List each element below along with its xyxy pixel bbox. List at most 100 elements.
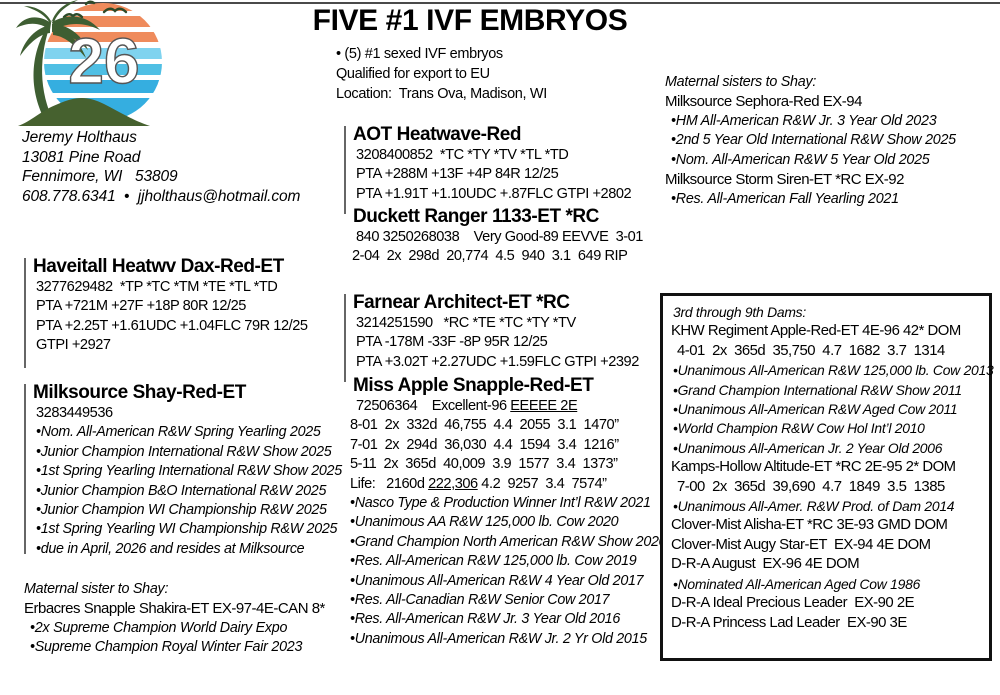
- left-sister-intro: Maternal sister to Shay:: [24, 581, 169, 597]
- sister-award: •2nd 5 Year Old International R&W Show 2…: [671, 132, 956, 149]
- lot-desc-line-3: Location: Trans Ova, Madison, WI: [336, 86, 547, 102]
- dam-name: Clover-Mist Augy Star-ET EX-94 4E DOM: [671, 536, 931, 553]
- dam-award: •Grand Champion International R&W Show 2…: [673, 381, 962, 398]
- left-dam-award: •Junior Champion International R&W Show …: [36, 443, 332, 460]
- island-hill: [18, 98, 150, 126]
- left-dam-name: Milksource Shay-Red-ET: [33, 382, 246, 403]
- left-dam-id: 3283449536: [36, 405, 113, 421]
- center-dam2-id-line: 72506364 Excellent-96 EEEEE 2E: [344, 397, 684, 416]
- left-dam-award: •due in April, 2026 and resides at Milks…: [36, 540, 305, 557]
- consignor-contact: Jeremy Holthaus 13081 Pine Road Fennimor…: [22, 128, 322, 206]
- left-dam-award: •Nom. All-American R&W Spring Yearling 2…: [36, 424, 321, 441]
- center-dam2-award: •Unanimous AA R&W 125,000 lb. Cow 2020: [350, 514, 619, 531]
- center-dam2-id: 72506364 Excellent-96: [356, 398, 511, 414]
- sister-award: •Res. All-American Fall Yearling 2021: [671, 190, 899, 207]
- left-dam-award: •1st Spring Yearling International R&W S…: [36, 463, 342, 480]
- ancestral-dams-content: 3rd through 9th Dams: KHW Regiment Apple…: [663, 296, 994, 633]
- sister-name-storm-siren: Milksource Storm Siren-ET *RC EX-92: [665, 171, 904, 189]
- left-dam-award: •Junior Champion WI Championship R&W 202…: [36, 502, 327, 519]
- consignor-name: Jeremy Holthaus: [22, 129, 137, 146]
- center-sire1-block: AOT Heatwave-Red 3208400852 *TC *TY *TV …: [344, 124, 664, 214]
- dam-award: •Unanimous All-American R&W Aged Cow 201…: [673, 401, 958, 418]
- consignor-phone-email: 608.778.6341 • jjholthaus@hotmail.com: [22, 187, 301, 205]
- center-dam2-record: 5-11 2x 365d 40,009 3.9 1577 3.4 1373”: [350, 456, 618, 473]
- life-total-milk: 222,306: [428, 475, 478, 492]
- left-sire-line: PTA +2.25T +1.61UDC +1.04FLC 79R 12/25: [36, 317, 308, 334]
- center-sire2-name: Farnear Architect-ET *RC: [353, 292, 570, 313]
- center-dam1-line: 840 3250268038 Very Good-89 EEVVE 3-01: [356, 229, 643, 245]
- dam-name: D-R-A Ideal Precious Leader EX-90 2E: [671, 595, 915, 612]
- lot-number-text: 26: [68, 25, 139, 97]
- consignor-street: 13081 Pine Road: [22, 148, 141, 166]
- life-pre: Life: 2160d: [350, 475, 429, 492]
- center-dam2-award: •Unanimous All-American R&W Jr. 2 Yr Old…: [350, 630, 647, 647]
- dam-name: Clover-Mist Alisha-ET *RC 3E-93 GMD DOM: [671, 517, 948, 534]
- center-dam2-award: •Nasco Type & Production Winner Int’l R&…: [350, 495, 651, 512]
- center-dam2-award: •Unanimous All-American R&W 4 Year Old 2…: [350, 572, 644, 589]
- left-dam-award: •1st Spring Yearling WI Championship R&W…: [36, 521, 338, 538]
- life-post: 4.2 9257 3.4 7574”: [477, 475, 607, 492]
- center-dam2-life-record: Life: 2160d 222,306 4.2 9257 3.4 7574”: [344, 475, 684, 494]
- sire-accent-rule: [344, 126, 346, 214]
- left-sire-line: GTPI +2927: [36, 337, 111, 354]
- dam-award: •World Champion R&W Cow Hol Int’l 2010: [673, 420, 925, 437]
- lot-desc-line-1: • (5) #1 sexed IVF embryos: [336, 46, 503, 62]
- left-sire-line: 3277629482 *TP *TC *TM *TE *TL *TD: [36, 279, 278, 295]
- center-dam2-award: •Res. All-Canadian R&W Senior Cow 2017: [350, 592, 610, 609]
- left-sire-line: PTA +721M +27F +18P 80R 12/25: [36, 298, 246, 315]
- dam-award: •Nominated All-American Aged Cow 1986: [673, 575, 921, 592]
- maternal-sisters-intro: Maternal sisters to Shay:: [665, 74, 817, 90]
- consignor-city-state-zip: Fennimore, WI 53809: [22, 168, 178, 185]
- center-dam2-award: •Res. All-American R&W Jr. 3 Year Old 20…: [350, 611, 620, 628]
- left-dam-block: Milksource Shay-Red-ET 3283449536 •Nom. …: [24, 382, 354, 559]
- center-sire2-block: Farnear Architect-ET *RC 3214251590 *RC …: [344, 292, 664, 382]
- lot-desc-line-2: Qualified for export to EU: [336, 66, 490, 82]
- left-sister-award: •Supreme Champion Royal Winter Fair 2023: [30, 639, 303, 656]
- center-sire2-line: PTA -178M -33F -8P 95R 12/25: [356, 334, 548, 351]
- left-sire-name: Haveitall Heatwv Dax-Red-ET: [33, 256, 284, 277]
- dam-name: Kamps-Hollow Altitude-ET *RC 2E-95 2* DO…: [671, 459, 956, 476]
- page-title: FIVE #1 IVF EMBRYOS: [312, 4, 628, 37]
- center-dam2-block: Miss Apple Snapple-Red-ET 72506364 Excel…: [344, 375, 684, 649]
- left-dam-award: •Junior Champion B&O International R&W 2…: [36, 482, 327, 499]
- center-dam2-score-code: EEEEE 2E: [510, 398, 578, 414]
- dam-award: •Unanimous All-American R&W 125,000 lb. …: [673, 362, 994, 379]
- top-divider-rule: [0, 2, 1000, 4]
- center-dam1-block: Duckett Ranger 1133-ET *RC 840 325026803…: [344, 206, 674, 267]
- maternal-sisters-top-block: Maternal sisters to Shay: Milksource Sep…: [665, 73, 995, 209]
- center-sire2-line: 3214251590 *RC *TE *TC *TY *TV: [356, 315, 576, 331]
- dam-award: •Unanimous All-Amer. R&W Prod. of Dam 20…: [673, 498, 955, 515]
- center-dam2-award: •Res. All-American R&W 125,000 lb. Cow 2…: [350, 553, 637, 570]
- sire-accent-rule: [24, 258, 26, 368]
- center-dam1-line: 2-04 2x 298d 20,774 4.5 940 3.1 649 RIP: [352, 248, 628, 265]
- center-sire2-line: PTA +3.02T +2.27UDC +1.59FLC GTPI +2392: [356, 353, 639, 370]
- sister-award: •HM All-American R&W Jr. 3 Year Old 2023: [671, 113, 937, 129]
- dam-name: D-R-A Princess Lad Leader EX-90 3E: [671, 614, 907, 631]
- center-sire1-line: PTA +288M +13F +4P 84R 12/25: [356, 166, 559, 183]
- left-maternal-sister-block: Maternal sister to Shay: Erbacres Snappl…: [24, 580, 364, 658]
- dams-box-heading: 3rd through 9th Dams:: [673, 304, 806, 320]
- left-sister-name: Erbacres Snapple Shakira-ET EX-97-4E-CAN…: [24, 600, 325, 618]
- center-dam1-name: Duckett Ranger 1133-ET *RC: [353, 206, 599, 227]
- farm-logo: 26: [8, 0, 194, 128]
- center-dam2-record: 7-01 2x 294d 36,030 4.4 1594 3.4 1216”: [350, 436, 619, 453]
- sire-accent-rule: [344, 294, 346, 382]
- center-sire1-name: AOT Heatwave-Red: [353, 124, 522, 145]
- center-dam2-name: Miss Apple Snapple-Red-ET: [353, 375, 594, 396]
- sunset-palm-logo-svg: 26: [16, 0, 162, 126]
- center-sire1-line: 3208400852 *TC *TY *TV *TL *TD: [356, 147, 569, 163]
- dam-name: D-R-A August EX-96 4E DOM: [671, 556, 860, 573]
- dam-record: 7-00 2x 365d 39,690 4.7 1849 3.5 1385: [677, 478, 945, 495]
- sister-name-sephora: Milksource Sephora-Red EX-94: [665, 93, 862, 111]
- center-dam2-award: •Grand Champion North American R&W Show …: [350, 533, 667, 550]
- dam-award: •Unanimous All-American Jr. 2 Year Old 2…: [673, 439, 943, 456]
- left-sire-block: Haveitall Heatwv Dax-Red-ET 3277629482 *…: [24, 256, 344, 368]
- palm-fronds: [16, 0, 100, 58]
- dam-record: 4-01 2x 365d 35,750 4.7 1682 3.7 1314: [677, 342, 945, 359]
- sister-award: •Nom. All-American R&W 5 Year Old 2025: [671, 151, 930, 168]
- bird-icon: [62, 0, 128, 19]
- ancestral-dams-box: 3rd through 9th Dams: KHW Regiment Apple…: [660, 293, 994, 661]
- center-dam2-record: 8-01 2x 332d 46,755 4.4 2055 3.1 1470”: [350, 417, 619, 434]
- palm-trunk: [33, 20, 54, 122]
